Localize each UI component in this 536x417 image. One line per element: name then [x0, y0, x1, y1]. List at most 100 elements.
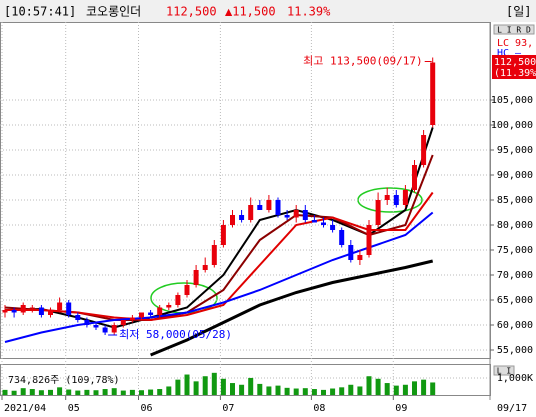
last-price-box	[492, 55, 536, 79]
x-tick-label: 05	[68, 403, 80, 414]
candle-body	[266, 200, 272, 210]
rd-buttons[interactable]: L I R D	[493, 24, 535, 35]
last-price: 112,500	[494, 57, 536, 68]
volume-bar	[75, 390, 81, 395]
volume-bar	[93, 390, 99, 395]
volume-bar	[275, 385, 281, 395]
volume-bar	[421, 379, 427, 395]
candle-body	[84, 320, 90, 325]
candle-body	[157, 307, 163, 315]
volume-bar	[184, 374, 190, 395]
hc-label: HC –	[497, 48, 522, 59]
x-tick-label: 2021/04	[4, 403, 46, 414]
candle-body	[102, 327, 108, 333]
volume-bar	[311, 389, 317, 395]
candle-body	[430, 62, 436, 125]
volume-bar	[393, 385, 399, 395]
change: ▲11,500	[225, 5, 276, 19]
x-tick-label: 07	[222, 403, 234, 414]
volume-bar	[148, 389, 154, 395]
volume-bar	[66, 389, 72, 395]
candle-body	[2, 310, 8, 313]
volume-label: 734,826주 (109,78%)	[8, 375, 120, 386]
candle-body	[284, 215, 290, 218]
volume-bar	[139, 390, 144, 395]
candle-body	[75, 315, 81, 320]
svg-text:L I R D: L I R D	[497, 26, 531, 35]
y-tick-label: 75,000	[497, 245, 533, 256]
candle-body	[293, 210, 299, 218]
volume-bar	[129, 389, 135, 395]
x-tick-label: 06	[141, 403, 153, 414]
candle-body	[302, 210, 308, 220]
x-tick-label: 09	[395, 403, 407, 414]
y-tick-label: 65,000	[497, 295, 533, 306]
last-rate: (11.39%)	[494, 68, 536, 79]
candle-body	[29, 307, 35, 309]
candle-body	[220, 225, 226, 245]
svg-text:L I: L I	[497, 367, 512, 376]
volume-bar	[339, 387, 345, 395]
volume-bar	[38, 390, 44, 395]
candle-body	[38, 307, 44, 315]
candle-body	[402, 190, 408, 205]
candle-body	[239, 215, 245, 220]
y-tick-label: 55,000	[497, 345, 533, 356]
volume-bar	[84, 389, 90, 395]
date-label: 09/17	[497, 403, 527, 414]
volume-bar	[321, 389, 326, 395]
volume-bar	[102, 389, 108, 395]
volume-bar	[266, 386, 272, 395]
period[interactable]: [일]	[506, 5, 532, 19]
candle-body	[129, 317, 135, 320]
candle-body	[275, 200, 281, 215]
candle-body	[257, 205, 263, 210]
candle-body	[348, 245, 354, 260]
candle-body	[393, 195, 399, 205]
volume-bar	[366, 376, 372, 395]
price-plot	[2, 57, 436, 357]
annotation-low: 최저 58,000(05/28)	[119, 328, 232, 341]
y-tick-label: 85,000	[497, 195, 533, 206]
candle-body	[139, 312, 144, 318]
candle-body	[120, 320, 126, 325]
y-tick-label: 105,000	[491, 95, 533, 106]
volume-bar	[166, 386, 172, 395]
volume-bar	[384, 383, 390, 395]
candle-body	[339, 230, 345, 245]
volume-bar	[302, 388, 308, 395]
rate: 11.39%	[287, 5, 331, 19]
volume-bar	[29, 389, 35, 395]
candle-body	[211, 245, 217, 265]
candle-body	[375, 200, 381, 225]
candle-body	[48, 310, 53, 315]
volume-buttons[interactable]: L I	[493, 365, 515, 376]
volume-bar	[120, 390, 126, 395]
candle-body	[357, 255, 363, 260]
volume-bar	[111, 388, 117, 395]
candle-body	[248, 205, 254, 220]
price: 112,500	[166, 5, 217, 19]
volume-bar	[193, 381, 199, 395]
candle-body	[166, 305, 172, 308]
volume-bar	[48, 389, 53, 395]
volume-bar	[330, 388, 336, 395]
candle-body	[412, 165, 417, 190]
volume-bar	[202, 376, 208, 395]
volume-bar	[284, 387, 290, 395]
y-tick-label: 80,000	[497, 220, 533, 231]
volume-bar	[157, 389, 163, 395]
candle-body	[175, 295, 181, 305]
y-tick-label: 95,000	[497, 145, 533, 156]
candle-body	[202, 265, 208, 270]
candle-body	[184, 285, 190, 295]
volume-bar	[357, 386, 363, 395]
candle-body	[421, 135, 427, 165]
candle-body	[148, 312, 154, 315]
x-tick-label: 08	[313, 403, 325, 414]
highlight	[357, 187, 423, 213]
candle-body	[66, 302, 72, 315]
time: [10:57:41]	[4, 5, 76, 19]
